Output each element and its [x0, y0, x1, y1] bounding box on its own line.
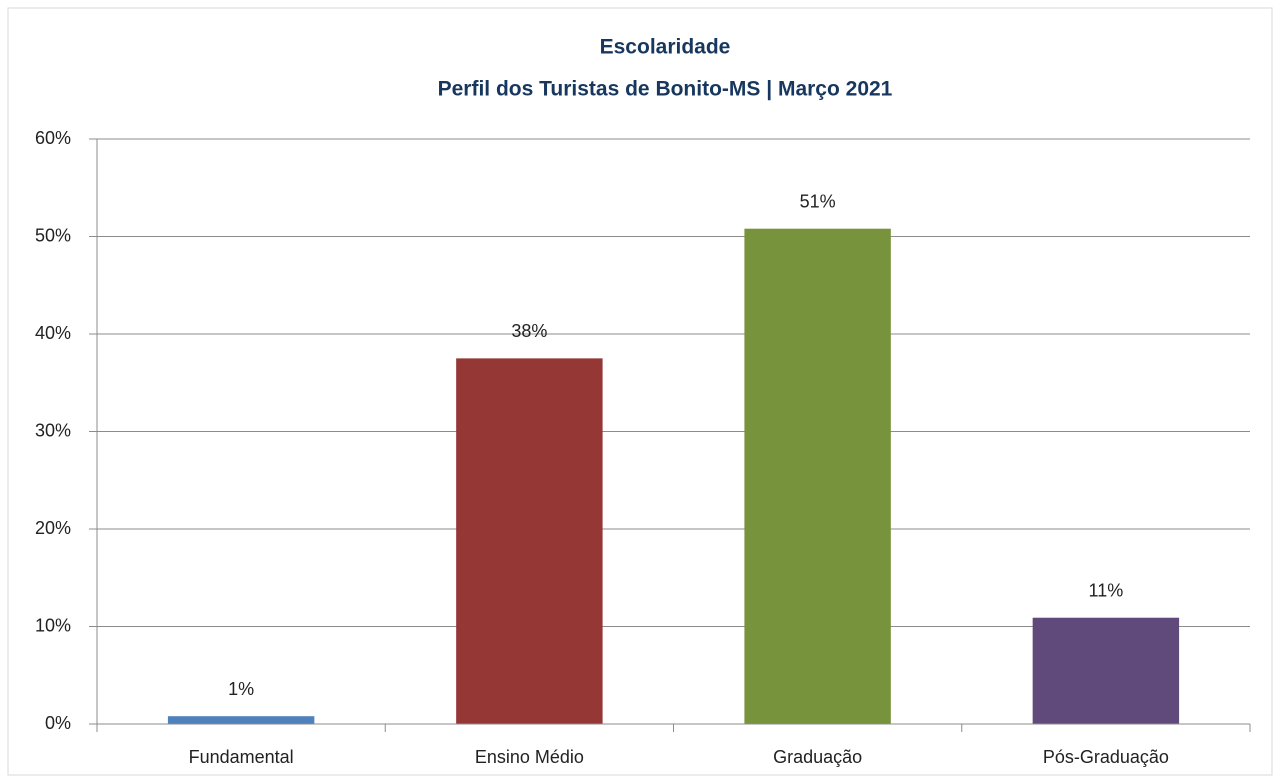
y-tick-label: 0%: [45, 713, 71, 733]
value-label: 11%: [1089, 580, 1124, 600]
bar: [167, 716, 315, 724]
chart-title: Escolaridade: [600, 36, 731, 59]
y-tick-label: 30%: [35, 420, 71, 440]
bar: [456, 358, 603, 724]
bar: [1032, 617, 1180, 724]
value-label: 51%: [800, 191, 836, 211]
bar: [744, 228, 891, 724]
y-tick-label: 50%: [35, 225, 71, 245]
value-label: 1%: [228, 679, 254, 699]
y-tick-label: 20%: [35, 518, 71, 538]
x-tick-label: Fundamental: [189, 747, 294, 767]
y-tick-label: 60%: [35, 128, 71, 148]
chart-subtitle: Perfil dos Turistas de Bonito-MS | Março…: [438, 78, 893, 101]
y-tick-label: 10%: [35, 615, 71, 635]
x-tick-label: Graduação: [773, 747, 862, 767]
x-tick-label: Ensino Médio: [475, 747, 584, 767]
y-tick-label: 40%: [35, 323, 71, 343]
value-label: 38%: [511, 321, 547, 341]
x-tick-label: Pós-Graduação: [1043, 747, 1169, 767]
